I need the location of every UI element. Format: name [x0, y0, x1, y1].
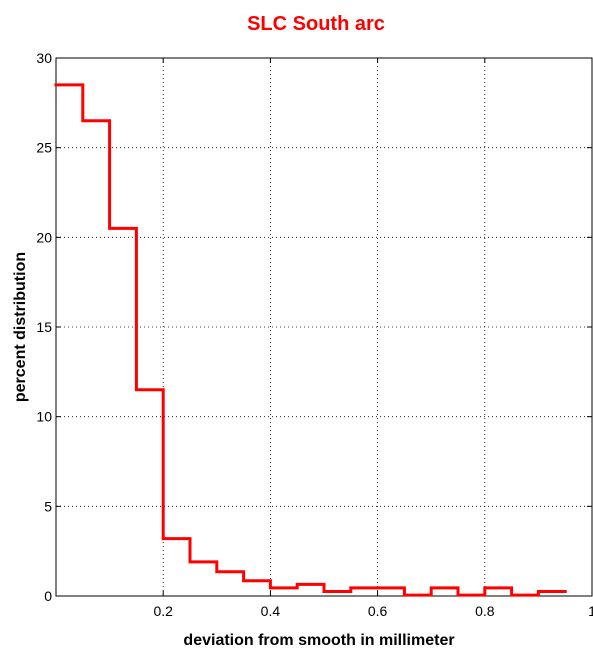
x-tick-label: 0.6	[368, 603, 388, 619]
y-tick-label: 30	[36, 50, 52, 66]
y-tick-label: 0	[44, 588, 52, 604]
y-axis-label: percent distribution	[12, 252, 29, 402]
histogram-series	[54, 83, 567, 597]
chart-title: SLC South arc	[247, 13, 385, 35]
x-axis-label: deviation from smooth in millimeter	[183, 632, 454, 649]
y-tick-label: 25	[36, 140, 52, 156]
y-tick-label: 5	[44, 498, 52, 514]
y-tick-labels: 0 5 10 15 20 25 30	[36, 50, 52, 604]
x-tick-label: 0.4	[261, 603, 281, 619]
x-tick-label: 0.8	[475, 603, 495, 619]
y-tick-label: 10	[36, 409, 52, 425]
x-tick-label: 1	[588, 603, 593, 619]
y-tick-label: 20	[36, 229, 52, 245]
x-tick-labels: 0.2 0.4 0.6 0.8 1	[153, 603, 593, 619]
x-tick-label: 0.2	[153, 603, 173, 619]
y-tick-label: 15	[36, 319, 52, 335]
grid	[56, 58, 592, 596]
